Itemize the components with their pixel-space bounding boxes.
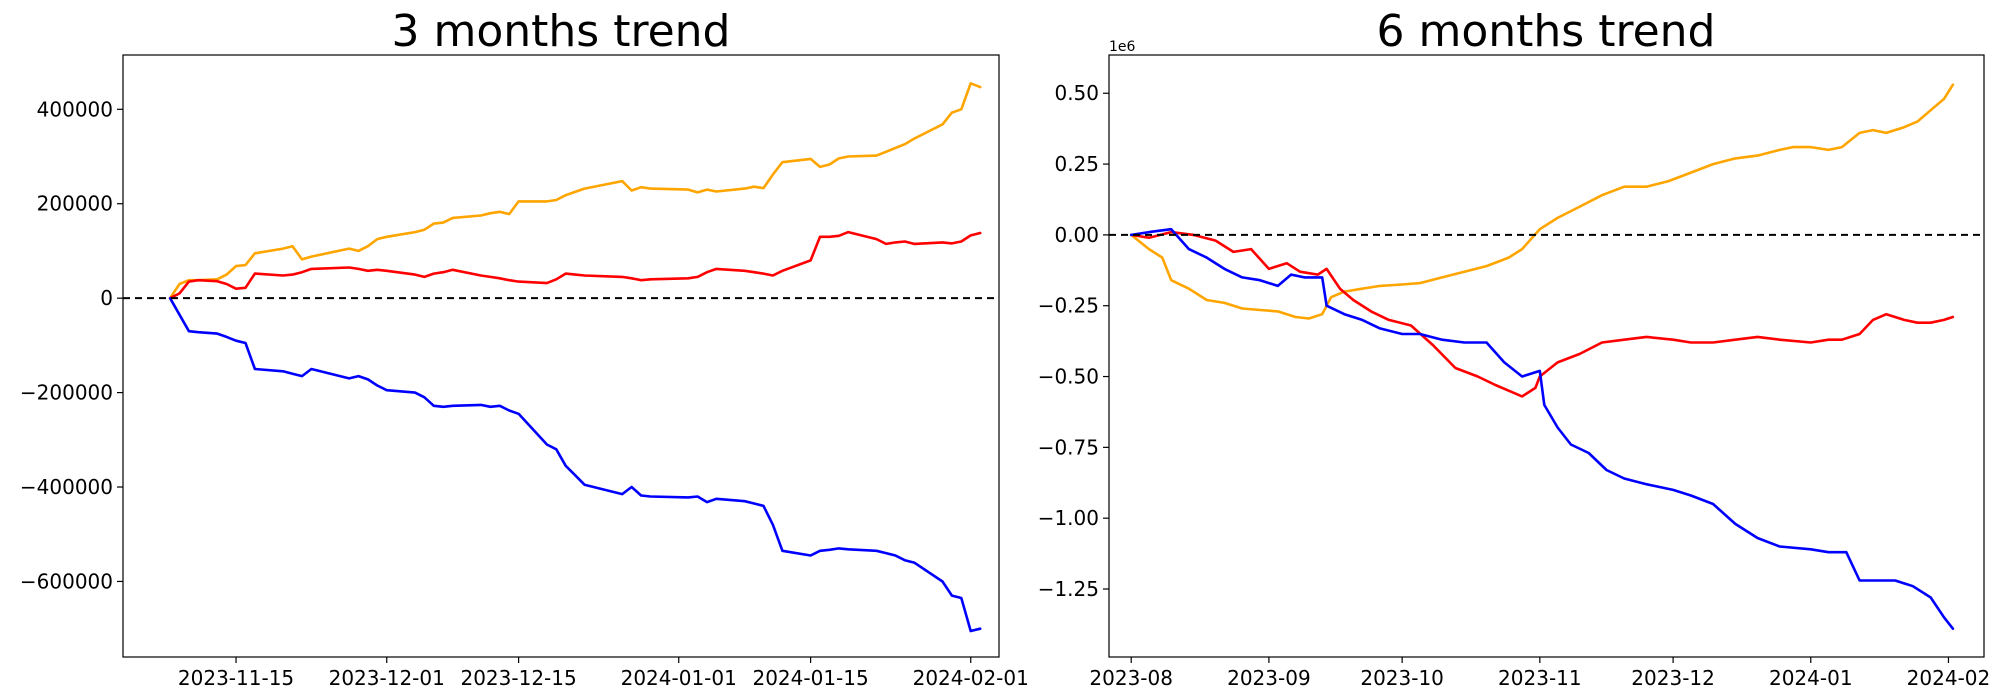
- x-tick-label: 2023-11: [1498, 666, 1582, 690]
- chart-6-months: 6 months trend 1e6 0.50 0.25 0.00 −0.25 −0.5…: [1038, 6, 1991, 690]
- series-line-0: [1129, 83, 1955, 320]
- x-tick-label: 2023-08: [1089, 666, 1173, 690]
- plot-area: 400000 200000 0 −200000 −400000 −600000 2023-1…: [20, 82, 1029, 690]
- x-tick-label: 2023-12-15: [460, 666, 576, 690]
- series-line-2: [168, 296, 982, 633]
- chart-3-months: 3 months trend 400000 200000 0 −200000 −4000…: [20, 6, 1029, 690]
- chart-title: 3 months trend: [392, 6, 731, 57]
- x-tick-label: 2023-11-15: [178, 666, 294, 690]
- chart-title: 6 months trend: [1377, 6, 1716, 57]
- y-tick-label: 0: [100, 286, 113, 310]
- axes-frame: [1108, 54, 1985, 658]
- axes-frame: [122, 54, 1000, 658]
- series-line-0: [168, 82, 982, 300]
- y-tick-label: 200000: [37, 192, 113, 216]
- x-tick-label: 2023-09: [1227, 666, 1311, 690]
- x-tick-label: 2023-12: [1631, 666, 1715, 690]
- x-tick-label: 2024-02: [1907, 666, 1991, 690]
- y-tick-label: −1.25: [1038, 577, 1099, 601]
- y-tick-label: −600000: [20, 569, 113, 593]
- x-tick-label: 2024-01: [1769, 666, 1853, 690]
- y-tick-label: 400000: [37, 97, 113, 121]
- series-line-1: [1129, 230, 1955, 398]
- plot-area: 0.50 0.25 0.00 −0.25 −0.50 −0.75 −1.00 −1.25 202…: [1038, 81, 1991, 690]
- y-tick-label: 0.50: [1054, 81, 1099, 105]
- y-tick-label: −0.50: [1038, 365, 1099, 389]
- series-line-1: [168, 230, 982, 300]
- x-tick-label: 2023-10: [1360, 666, 1444, 690]
- y-tick-label: 0.00: [1054, 223, 1099, 247]
- y-tick-label: −0.75: [1038, 435, 1099, 459]
- y-tick-label: 0.25: [1054, 152, 1099, 176]
- x-tick-label: 2024-01-01: [621, 666, 737, 690]
- y-tick-label: −0.25: [1038, 294, 1099, 318]
- y-tick-label: −400000: [20, 475, 113, 499]
- x-tick-label: 2024-02-01: [913, 666, 1029, 690]
- x-tick-label: 2024-01-15: [752, 666, 868, 690]
- x-tick-label: 2023-12-01: [329, 666, 445, 690]
- y-tick-label: −200000: [20, 381, 113, 405]
- y-tick-label: −1.00: [1038, 506, 1099, 530]
- series-line-2: [1129, 227, 1955, 631]
- y-offset-label: 1e6: [1109, 39, 1136, 55]
